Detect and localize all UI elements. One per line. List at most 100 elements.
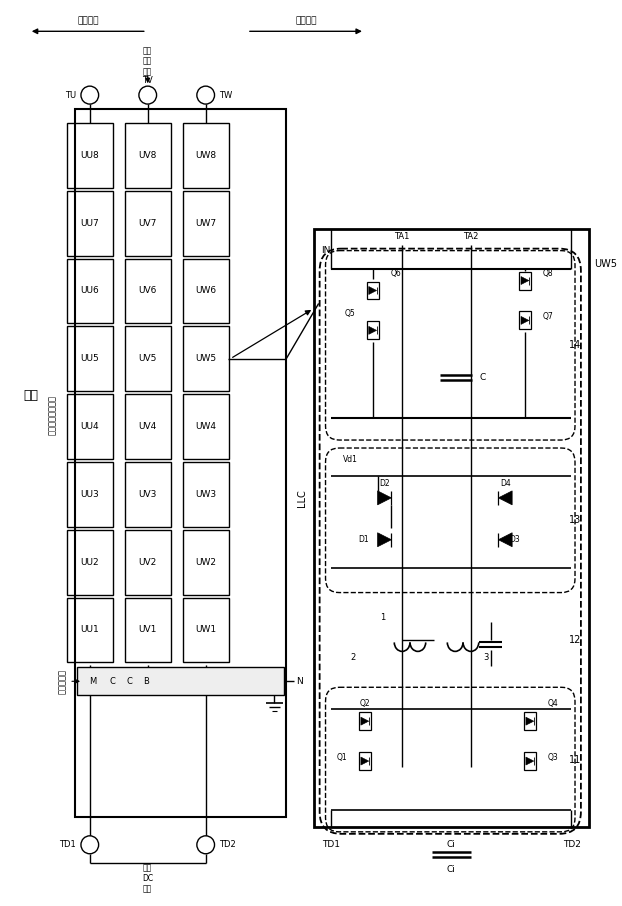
Text: Ci: Ci	[447, 865, 456, 874]
Polygon shape	[369, 326, 376, 334]
Text: N: N	[296, 677, 303, 686]
Text: UW7: UW7	[195, 218, 216, 227]
Bar	[125, 394, 171, 459]
Text: 11: 11	[569, 755, 581, 765]
Bar	[125, 191, 171, 255]
Bar	[183, 326, 230, 391]
Text: UW1: UW1	[195, 625, 216, 634]
Polygon shape	[361, 757, 369, 765]
Text: D3: D3	[509, 535, 520, 545]
Text: 12: 12	[569, 635, 581, 645]
Bar	[67, 191, 113, 255]
Text: C: C	[109, 677, 115, 686]
Polygon shape	[526, 718, 534, 725]
Text: UU6: UU6	[80, 286, 99, 295]
Text: C: C	[126, 677, 132, 686]
Circle shape	[81, 86, 99, 104]
Bar	[67, 258, 113, 323]
Text: 奥行方向: 奥行方向	[295, 17, 317, 26]
Text: Ci: Ci	[447, 840, 456, 849]
Polygon shape	[526, 757, 534, 765]
Text: UW8: UW8	[195, 151, 216, 160]
Text: 低圧
三相
出力: 低圧 三相 出力	[143, 46, 152, 76]
Bar	[67, 530, 113, 594]
Bar	[77, 668, 284, 695]
Bar	[183, 191, 230, 255]
Bar	[125, 462, 171, 526]
Bar	[183, 258, 230, 323]
Polygon shape	[369, 286, 376, 294]
Text: Q6: Q6	[391, 269, 401, 278]
Bar	[367, 282, 379, 300]
Text: 1: 1	[380, 613, 385, 622]
Text: UW5: UW5	[195, 354, 216, 363]
Text: TU: TU	[65, 91, 76, 100]
Bar	[183, 394, 230, 459]
Text: LLC: LLC	[297, 489, 307, 506]
Bar	[67, 123, 113, 188]
Bar	[367, 322, 379, 340]
Text: 中性点接続: 中性点接続	[58, 669, 67, 694]
Text: UU8: UU8	[80, 151, 99, 160]
Text: TD2: TD2	[563, 840, 581, 849]
Polygon shape	[378, 533, 391, 546]
Text: Vd1: Vd1	[343, 456, 358, 465]
Bar	[183, 598, 230, 662]
Bar	[183, 123, 230, 188]
Bar	[359, 712, 371, 730]
Text: Q8: Q8	[542, 269, 553, 278]
Text: UU5: UU5	[80, 354, 99, 363]
Text: 水平方向直列接続: 水平方向直列接続	[48, 395, 57, 435]
Bar	[313, 228, 589, 827]
Text: Q2: Q2	[360, 699, 370, 708]
Circle shape	[197, 86, 215, 104]
Polygon shape	[378, 491, 391, 505]
Text: UV3: UV3	[139, 490, 157, 499]
Bar	[183, 530, 230, 594]
Text: D2: D2	[379, 479, 390, 488]
Circle shape	[81, 836, 99, 853]
Bar	[359, 752, 371, 770]
Text: UV5: UV5	[139, 354, 157, 363]
Bar	[183, 462, 230, 526]
Text: 高さ方向: 高さ方向	[77, 17, 98, 26]
Bar	[125, 123, 171, 188]
Text: 2: 2	[350, 653, 356, 662]
Text: 14: 14	[569, 341, 581, 351]
Text: 3: 3	[483, 653, 488, 662]
Bar	[125, 530, 171, 594]
Bar	[524, 752, 536, 770]
Text: UW3: UW3	[195, 490, 216, 499]
Polygon shape	[498, 533, 512, 546]
Text: M: M	[89, 677, 96, 686]
Bar	[67, 598, 113, 662]
Text: TW: TW	[220, 91, 233, 100]
Text: Q5: Q5	[344, 309, 355, 318]
Text: C: C	[480, 372, 486, 381]
Bar	[524, 712, 536, 730]
Bar	[67, 326, 113, 391]
Text: Q3: Q3	[547, 753, 559, 762]
Text: TD1: TD1	[322, 840, 340, 849]
Text: D4: D4	[500, 479, 511, 488]
Text: Q4: Q4	[547, 699, 559, 708]
Bar	[125, 598, 171, 662]
Bar	[519, 272, 531, 290]
Text: UU3: UU3	[80, 490, 99, 499]
Text: D1: D1	[358, 535, 369, 545]
Text: UU4: UU4	[80, 422, 99, 431]
Text: UV8: UV8	[139, 151, 157, 160]
Text: UU7: UU7	[80, 218, 99, 227]
Text: IN: IN	[322, 246, 331, 255]
Bar	[125, 326, 171, 391]
Text: TA2: TA2	[463, 232, 478, 241]
Text: UV2: UV2	[139, 558, 157, 566]
Text: 13: 13	[569, 516, 581, 525]
Text: Q7: Q7	[542, 312, 554, 321]
Text: UV7: UV7	[139, 218, 157, 227]
Text: UW5: UW5	[593, 258, 616, 268]
Text: UV6: UV6	[139, 286, 157, 295]
Circle shape	[139, 86, 157, 104]
Bar	[67, 462, 113, 526]
Bar	[519, 312, 531, 330]
